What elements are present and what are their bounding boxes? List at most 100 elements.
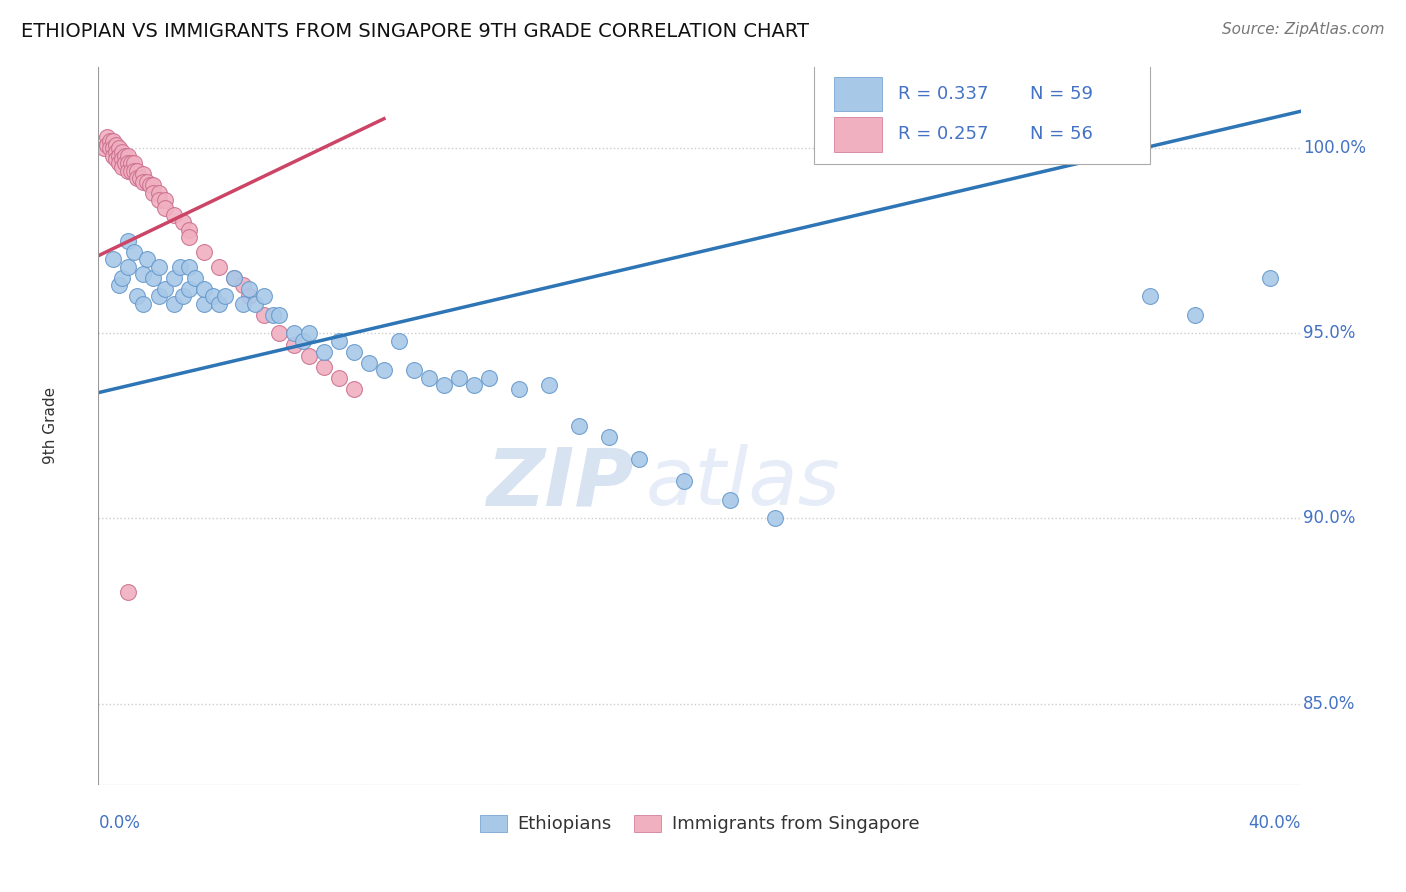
Point bbox=[127, 289, 149, 303]
Point bbox=[508, 382, 530, 396]
Text: 9th Grade: 9th Grade bbox=[42, 387, 58, 465]
Point bbox=[108, 156, 131, 170]
Point bbox=[312, 345, 335, 359]
Point bbox=[148, 260, 170, 274]
Point bbox=[298, 349, 321, 363]
Point bbox=[283, 326, 305, 341]
Point bbox=[172, 289, 194, 303]
Text: 90.0%: 90.0% bbox=[1303, 509, 1355, 527]
Point bbox=[114, 149, 136, 163]
Point bbox=[111, 153, 134, 167]
Point bbox=[135, 175, 157, 189]
Point bbox=[628, 452, 651, 467]
Point bbox=[105, 153, 128, 167]
Point bbox=[111, 145, 134, 159]
Point bbox=[96, 137, 118, 152]
Point bbox=[153, 201, 176, 215]
Point bbox=[177, 282, 200, 296]
Point bbox=[357, 356, 380, 370]
Text: R = 0.257: R = 0.257 bbox=[898, 126, 988, 144]
Point bbox=[177, 223, 200, 237]
Point bbox=[105, 137, 128, 152]
Point bbox=[201, 289, 224, 303]
Point bbox=[343, 382, 366, 396]
Point bbox=[1184, 308, 1206, 322]
Point bbox=[262, 308, 284, 322]
Bar bbox=[834, 77, 882, 112]
Point bbox=[108, 149, 131, 163]
Point bbox=[132, 167, 155, 181]
Point bbox=[193, 297, 215, 311]
Point bbox=[124, 163, 146, 178]
Point bbox=[291, 334, 314, 348]
FancyBboxPatch shape bbox=[814, 63, 1150, 164]
Point bbox=[177, 230, 200, 244]
Point bbox=[328, 334, 350, 348]
Point bbox=[132, 267, 155, 281]
Point bbox=[108, 278, 131, 293]
Point bbox=[132, 297, 155, 311]
Point bbox=[103, 149, 125, 163]
Point bbox=[253, 308, 276, 322]
Point bbox=[148, 193, 170, 207]
Point bbox=[232, 297, 254, 311]
Point bbox=[538, 378, 561, 392]
Point bbox=[433, 378, 456, 392]
Point bbox=[208, 297, 231, 311]
Point bbox=[193, 244, 215, 259]
Point bbox=[127, 170, 149, 185]
Text: 95.0%: 95.0% bbox=[1303, 325, 1355, 343]
Point bbox=[312, 359, 335, 374]
Point bbox=[124, 156, 146, 170]
Point bbox=[253, 289, 276, 303]
Point bbox=[108, 141, 131, 155]
Point bbox=[153, 282, 176, 296]
Point bbox=[418, 371, 440, 385]
Point bbox=[135, 252, 157, 267]
Point bbox=[162, 271, 184, 285]
Point bbox=[328, 371, 350, 385]
Text: atlas: atlas bbox=[645, 444, 841, 523]
Point bbox=[111, 271, 134, 285]
Point bbox=[138, 178, 160, 193]
Point bbox=[132, 175, 155, 189]
Point bbox=[141, 178, 163, 193]
Point bbox=[117, 163, 139, 178]
Point bbox=[111, 160, 134, 174]
Text: ETHIOPIAN VS IMMIGRANTS FROM SINGAPORE 9TH GRADE CORRELATION CHART: ETHIOPIAN VS IMMIGRANTS FROM SINGAPORE 9… bbox=[21, 22, 808, 41]
Point bbox=[114, 156, 136, 170]
Point bbox=[343, 345, 366, 359]
Point bbox=[105, 145, 128, 159]
Point bbox=[129, 170, 152, 185]
Point bbox=[238, 282, 260, 296]
Point bbox=[117, 149, 139, 163]
Text: ZIP: ZIP bbox=[486, 444, 633, 523]
Point bbox=[96, 130, 118, 145]
Point bbox=[127, 163, 149, 178]
Point bbox=[478, 371, 501, 385]
Point bbox=[673, 475, 696, 489]
Point bbox=[177, 260, 200, 274]
Point bbox=[141, 186, 163, 200]
Point bbox=[121, 163, 143, 178]
Point bbox=[100, 134, 122, 148]
Point bbox=[1260, 271, 1282, 285]
Point bbox=[100, 141, 122, 155]
Point bbox=[148, 289, 170, 303]
Point bbox=[121, 156, 143, 170]
Point bbox=[447, 371, 470, 385]
Point bbox=[117, 156, 139, 170]
Text: N = 59: N = 59 bbox=[1031, 86, 1092, 103]
Point bbox=[243, 297, 266, 311]
Point bbox=[141, 271, 163, 285]
Point bbox=[283, 337, 305, 351]
Text: N = 56: N = 56 bbox=[1031, 126, 1092, 144]
Text: 40.0%: 40.0% bbox=[1249, 814, 1301, 831]
Point bbox=[598, 430, 620, 444]
Point bbox=[222, 271, 245, 285]
Point bbox=[162, 208, 184, 222]
Bar bbox=[834, 117, 882, 152]
Point bbox=[373, 363, 395, 377]
Point bbox=[117, 234, 139, 248]
Point bbox=[183, 271, 205, 285]
